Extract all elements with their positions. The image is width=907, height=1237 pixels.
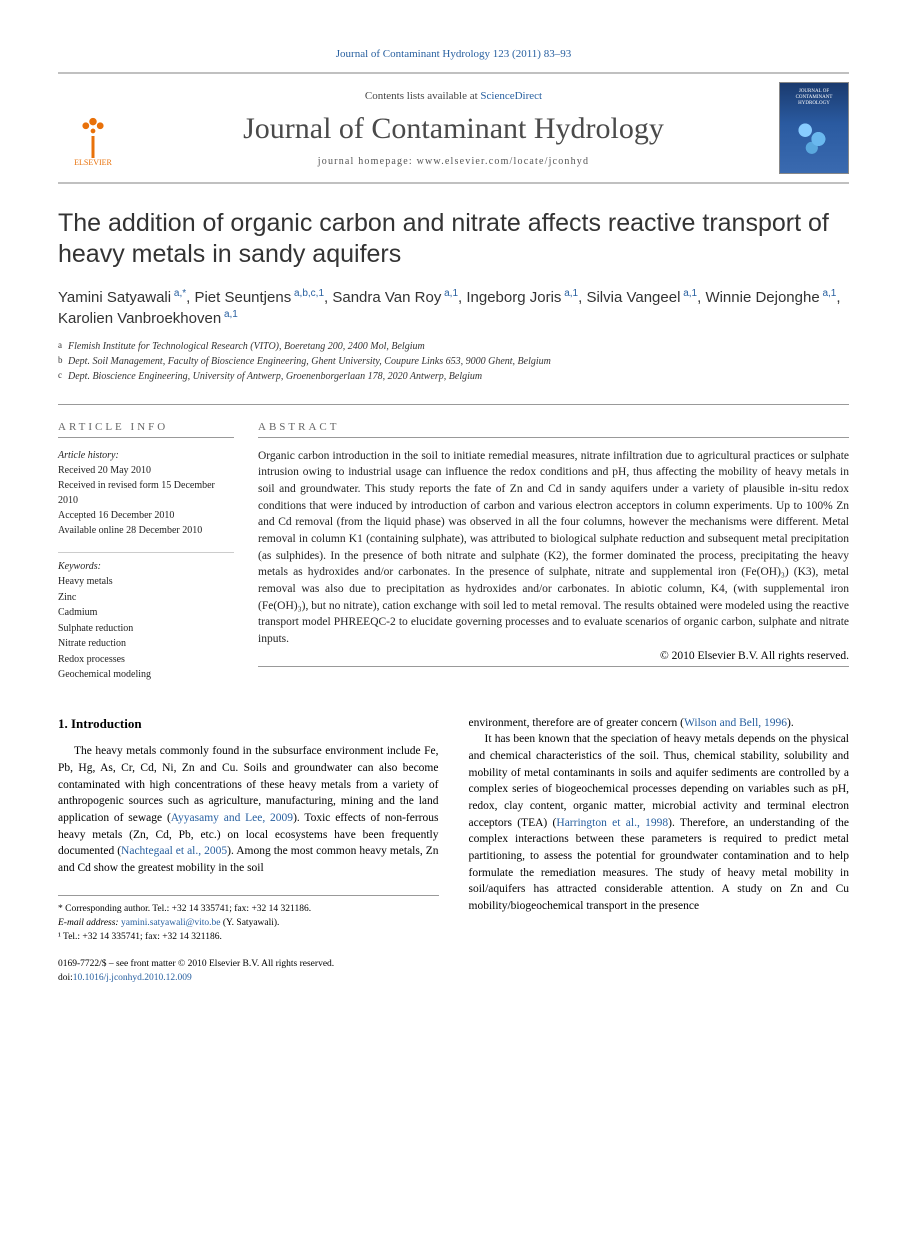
history-1: Received in revised form 15 December 201… bbox=[58, 480, 215, 506]
column-right: environment, therefore are of greater co… bbox=[469, 715, 850, 986]
cover-text: JOURNAL OF CONTAMINANT HYDROLOGY bbox=[796, 89, 833, 107]
footnote-tel1: ¹ Tel.: +32 14 335741; fax: +32 14 32118… bbox=[58, 930, 439, 944]
author-4: Silvia Vangeel a,1 bbox=[586, 289, 697, 306]
cover-pattern-icon bbox=[792, 117, 836, 161]
affiliation-a: aFlemish Institute for Technological Res… bbox=[58, 339, 849, 354]
bottom-matter: 0169-7722/$ – see front matter © 2010 El… bbox=[58, 958, 439, 985]
intro-para-1-cont: environment, therefore are of greater co… bbox=[469, 715, 850, 732]
elsevier-logo: ELSEVIER bbox=[58, 89, 128, 167]
header-center: Contents lists available at ScienceDirec… bbox=[128, 90, 779, 167]
homepage-line: journal homepage: www.elsevier.com/locat… bbox=[128, 156, 779, 167]
abstract-rule bbox=[258, 666, 849, 667]
cite-wilson[interactable]: Wilson and Bell, 1996 bbox=[684, 717, 787, 729]
keyword-3: Sulphate reduction bbox=[58, 623, 133, 634]
author-1: Piet Seuntjens a,b,c,1 bbox=[194, 289, 324, 306]
affiliation-c: cDept. Bioscience Engineering, Universit… bbox=[58, 369, 849, 384]
keyword-6: Geochemical modeling bbox=[58, 669, 151, 680]
footnote-email: E-mail address: yamini.satyawali@vito.be… bbox=[58, 916, 439, 930]
sciencedirect-link[interactable]: ScienceDirect bbox=[480, 90, 542, 102]
history-0: Received 20 May 2010 bbox=[58, 465, 151, 476]
history-label: Article history: bbox=[58, 450, 119, 461]
author-6: Karolien Vanbroekhoven a,1 bbox=[58, 310, 238, 327]
journal-header-box: ELSEVIER Contents lists available at Sci… bbox=[58, 72, 849, 184]
keyword-0: Heavy metals bbox=[58, 576, 113, 587]
publisher-name: ELSEVIER bbox=[74, 158, 112, 167]
history-2: Accepted 16 December 2010 bbox=[58, 510, 174, 521]
body-columns: 1. Introduction The heavy metals commonl… bbox=[58, 715, 849, 986]
abstract-copyright: © 2010 Elsevier B.V. All rights reserved… bbox=[258, 650, 849, 662]
affiliations: aFlemish Institute for Technological Res… bbox=[58, 339, 849, 384]
author-0: Yamini Satyawali a,* bbox=[58, 289, 186, 306]
journal-cover-thumbnail: JOURNAL OF CONTAMINANT HYDROLOGY bbox=[779, 82, 849, 174]
keyword-5: Redox processes bbox=[58, 654, 125, 665]
author-5: Winnie Dejonghe a,1 bbox=[705, 289, 836, 306]
intro-para-2: It has been known that the speciation of… bbox=[469, 731, 850, 914]
contents-available-line: Contents lists available at ScienceDirec… bbox=[128, 90, 779, 102]
elsevier-tree-icon bbox=[69, 106, 117, 158]
doi-link[interactable]: 10.1016/j.jconhyd.2010.12.009 bbox=[73, 973, 192, 983]
intro-para-1: The heavy metals commonly found in the s… bbox=[58, 743, 439, 876]
article-info-label: ARTICLE INFO bbox=[58, 421, 234, 438]
author-2: Sandra Van Roy a,1 bbox=[332, 289, 458, 306]
article-info-column: ARTICLE INFO Article history: Received 2… bbox=[58, 421, 258, 683]
keywords-label: Keywords: bbox=[58, 559, 234, 575]
section-heading: 1. Introduction bbox=[58, 715, 439, 734]
abstract-text: Organic carbon introduction in the soil … bbox=[258, 448, 849, 648]
abstract-label: ABSTRACT bbox=[258, 421, 849, 438]
article-title: The addition of organic carbon and nitra… bbox=[58, 208, 849, 271]
article-history: Article history: Received 20 May 2010 Re… bbox=[58, 448, 234, 538]
abstract-column: ABSTRACT Organic carbon introduction in … bbox=[258, 421, 849, 683]
running-header: Journal of Contaminant Hydrology 123 (20… bbox=[58, 48, 849, 60]
cite-nachtegaal[interactable]: Nachtegaal et al., 2005 bbox=[121, 845, 227, 857]
contents-prefix: Contents lists available at bbox=[365, 90, 480, 102]
doi-line: doi:10.1016/j.jconhyd.2010.12.009 bbox=[58, 972, 439, 985]
cite-harrington[interactable]: Harrington et al., 1998 bbox=[556, 817, 668, 829]
footnotes: * Corresponding author. Tel.: +32 14 335… bbox=[58, 895, 439, 945]
citation-text: Journal of Contaminant Hydrology 123 (20… bbox=[336, 48, 571, 60]
column-left: 1. Introduction The heavy metals commonl… bbox=[58, 715, 439, 986]
author-list: Yamini Satyawali a,*, Piet Seuntjens a,b… bbox=[58, 287, 849, 329]
author-3: Ingeborg Joris a,1 bbox=[466, 289, 578, 306]
keyword-2: Cadmium bbox=[58, 607, 97, 618]
keywords-block: Keywords: Heavy metals Zinc Cadmium Sulp… bbox=[58, 552, 234, 683]
affiliation-b: bDept. Soil Management, Faculty of Biosc… bbox=[58, 354, 849, 369]
footnote-corresponding: * Corresponding author. Tel.: +32 14 335… bbox=[58, 902, 439, 916]
cite-ayyasamy[interactable]: Ayyasamy and Lee, 2009 bbox=[171, 812, 293, 824]
keyword-4: Nitrate reduction bbox=[58, 638, 126, 649]
email-link[interactable]: yamini.satyawali@vito.be bbox=[121, 918, 221, 928]
history-3: Available online 28 December 2010 bbox=[58, 525, 202, 536]
keyword-1: Zinc bbox=[58, 592, 76, 603]
issn-line: 0169-7722/$ – see front matter © 2010 El… bbox=[58, 958, 439, 971]
journal-name: Journal of Contaminant Hydrology bbox=[128, 112, 779, 146]
info-abstract-row: ARTICLE INFO Article history: Received 2… bbox=[58, 404, 849, 683]
